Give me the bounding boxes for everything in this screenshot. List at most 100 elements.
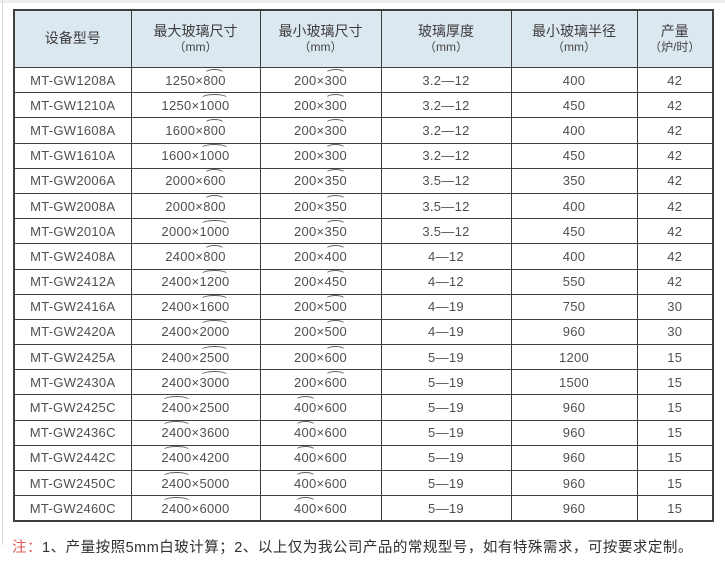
model-label: MT-GW2425A [30,349,116,365]
size-before: 200× [293,274,325,290]
max-size-cell: 1600×800 [130,117,261,144]
max-size-cell: 1600×1000 [130,142,261,169]
output-cell: 15 [636,369,714,396]
table-row: MT-GW2442C 2400×4200 400×600 5—19 960 15 [13,444,714,472]
size-arc-value: 400 [293,396,317,416]
model-label: MT-GW2008A [30,198,116,214]
model-cell: MT-GW2008A [13,192,132,220]
model-cell: MT-GW2408A [13,243,132,270]
thickness-cell: 5—19 [380,369,512,396]
model-label: MT-GW1208A [30,72,116,88]
size-before: 200× [293,299,325,315]
radius-cell: 960 [510,469,638,497]
size-before: 200× [293,173,325,189]
size-before: 2400× [161,374,200,390]
table-row: MT-GW2006A 2000×600 200×350 3.5—12 350 42 [13,167,714,194]
size-before: 1250× [165,72,204,88]
model-cell: MT-GW2010A [13,218,132,245]
output-cell: 42 [636,92,714,119]
max-size-cell: 2400×2500 [130,344,261,371]
max-size-cell: 2400×4200 [130,444,261,472]
size-after: ×600 [316,400,348,416]
table-row: MT-GW2408A 2400×800 200×400 4—12 400 42 [13,243,714,270]
min-size-cell: 200×300 [259,117,382,144]
table-row: MT-GW2010A 2000×1000 200×350 3.5—12 450 42 [13,218,714,245]
size-arc-value: 2400 [161,446,192,466]
table-header: 设备型号 最大玻璃尺寸 （mm） 最小玻璃尺寸 （mm） 玻璃厚度 （mm） 最… [13,9,714,68]
max-size-cell: 2000×600 [130,167,261,194]
model-cell: MT-GW2450C [13,469,132,497]
max-size-cell: 2400×2000 [130,318,261,346]
size-arc-value: 500 [324,295,348,315]
max-size-cell: 2400×6000 [130,495,261,522]
thickness-cell: 3.2—12 [380,92,512,119]
footnote: 注：1、产量按照5mm白玻计算；2、以上仅为我公司产品的常规型号，如有特殊需求，… [12,536,717,557]
table-row: MT-GW2412A 2400×1200 200×450 4—12 550 42 [13,268,714,295]
output-cell: 30 [636,293,714,320]
max-size-cell: 2400×1600 [130,293,261,320]
radius-cell: 960 [510,495,638,522]
min-size-cell: 400×600 [259,495,382,522]
size-before: 200× [293,148,325,164]
size-arc-value: 1200 [199,270,230,290]
thickness-cell: 5—19 [380,394,512,421]
table-row: MT-GW1210A 1250×1000 200×300 3.2—12 450 42 [13,92,714,119]
radius-cell: 400 [510,117,638,144]
model-label: MT-GW2460C [29,500,116,516]
size-after: ×4200 [191,450,230,466]
output-cell: 15 [636,444,714,472]
page-top-edge [0,0,725,3]
model-label: MT-GW1608A [30,122,116,138]
model-label: MT-GW2416A [30,299,116,315]
size-arc-value: 800 [203,244,226,264]
size-arc-value: 800 [203,68,226,88]
model-cell: MT-GW2425C [13,394,132,421]
table-row: MT-GW1208A 1250×800 200×300 3.2—12 400 42 [13,66,714,94]
size-arc-value: 1000 [199,144,230,164]
table-row: MT-GW2425A 2400×2500 200×600 5—19 1200 15 [13,344,714,371]
output-cell: 42 [636,218,714,245]
col-header-radius: 最小玻璃半径 （mm） [510,9,638,68]
size-after: ×600 [316,500,348,516]
size-after: ×6000 [191,500,230,516]
size-arc-value: 300 [324,68,348,88]
table-row: MT-GW2460C 2400×6000 400×600 5—19 960 15 [13,495,714,522]
table-row: MT-GW2450C 2400×5000 400×600 5—19 960 15 [13,469,714,497]
table-row: MT-GW2416A 2400×1600 200×500 4—19 750 30 [13,293,714,320]
model-label: MT-GW2420A [30,324,116,340]
size-before: 2400× [161,349,200,365]
output-cell: 15 [636,495,714,522]
table-row: MT-GW2425C 2400×2500 400×600 5—19 960 15 [13,394,714,421]
model-cell: MT-GW2412A [13,268,132,295]
size-after: ×5000 [191,475,230,491]
size-before: 1250× [161,97,200,113]
col-header-output-unit: （炉/时） [649,40,701,55]
size-before: 2400× [165,248,204,264]
size-before: 200× [293,198,325,214]
model-cell: MT-GW1610A [13,142,132,169]
radius-cell: 750 [510,293,638,320]
size-arc-value: 600 [324,370,348,390]
thickness-cell: 5—19 [380,344,512,371]
size-arc-value: 800 [203,118,226,138]
max-size-cell: 1250×800 [130,66,261,94]
size-arc-value: 350 [324,219,348,239]
size-arc-value: 800 [203,194,226,214]
radius-cell: 400 [510,66,638,94]
radius-cell: 350 [510,167,638,194]
table-row: MT-GW1610A 1600×1000 200×300 3.2—12 450 42 [13,142,714,169]
size-arc-value: 350 [324,169,348,189]
col-header-thickness: 玻璃厚度 （mm） [380,9,512,68]
min-size-cell: 400×600 [259,469,382,497]
size-after: ×3600 [191,425,230,441]
output-cell: 42 [636,167,714,194]
model-cell: MT-GW2425A [13,344,132,371]
max-size-cell: 1250×1000 [130,92,261,119]
output-cell: 42 [636,117,714,144]
thickness-cell: 4—12 [380,243,512,270]
thickness-cell: 5—19 [380,419,512,446]
model-label: MT-GW2430A [30,374,116,390]
radius-cell: 960 [510,394,638,421]
radius-cell: 1200 [510,344,638,371]
model-label: MT-GW2442C [29,450,116,466]
